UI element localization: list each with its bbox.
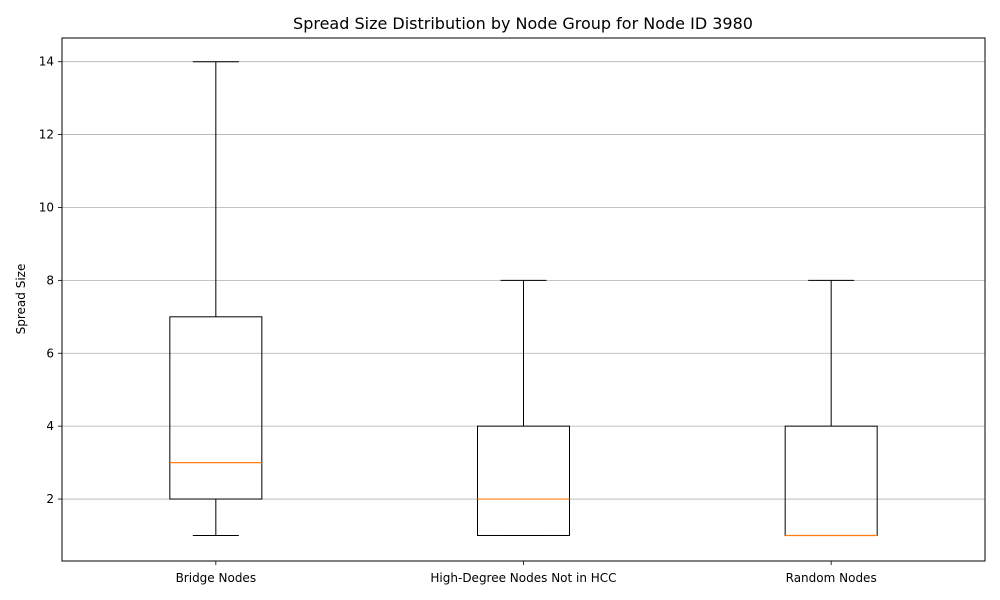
- axis-ticks: 2 4 6 8 10 12 14 Bridge Nodes High-Degree Nodes …: [39, 55, 877, 585]
- y-tick-label: 6: [46, 346, 54, 360]
- iqr-box: [477, 425, 570, 536]
- box-group: [477, 279, 570, 536]
- chart-title: Spread Size Distribution by Node Group f…: [293, 14, 753, 33]
- boxes: [169, 61, 878, 537]
- y-tick-label: 12: [39, 128, 54, 142]
- y-tick-label: 14: [39, 55, 54, 69]
- plot-frame: [61, 37, 986, 562]
- y-tick-label: 2: [46, 492, 54, 506]
- x-tick-label: Random Nodes: [786, 571, 877, 585]
- iqr-box: [784, 425, 878, 536]
- y-tick-label: 10: [39, 200, 54, 214]
- y-axis-label: Spread Size: [14, 264, 28, 335]
- box-group: [169, 61, 263, 536]
- y-tick-label: 8: [46, 273, 54, 287]
- box-group: [784, 279, 878, 537]
- iqr-box: [169, 316, 263, 500]
- x-tick-label: Bridge Nodes: [176, 571, 257, 585]
- y-tick-label: 4: [46, 419, 54, 433]
- x-tick-label: High-Degree Nodes Not in HCC: [430, 571, 616, 585]
